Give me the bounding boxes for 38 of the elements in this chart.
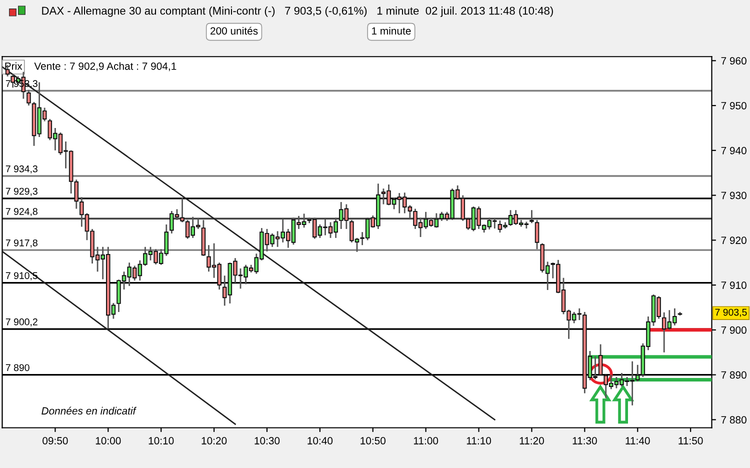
ref-line-label: 7 910,5 xyxy=(6,272,38,280)
y-tick-label: 7 880 xyxy=(721,416,746,424)
ref-line-label: 7 934,3 xyxy=(6,165,38,174)
x-tick-label: 11:40 xyxy=(626,437,650,444)
x-tick-label: 11:00 xyxy=(414,437,438,444)
x-tick-label: 10:10 xyxy=(148,437,174,444)
ref-line-label: 7 890 xyxy=(6,364,30,372)
chart-title: DAX - Allemagne 30 au comptant (Mini-contr (-) 7 903,5 (-0,61%) 1 minute 02 juil. 2013 11:48 (10:48) xyxy=(42,6,553,17)
y-tick-label: 7 940 xyxy=(721,146,746,154)
y-tick-label: 7 950 xyxy=(721,102,746,110)
text: 7 903,5 xyxy=(715,308,747,317)
ref-line-label: 7 917,8 xyxy=(6,239,38,248)
candlestick xyxy=(530,209,534,224)
x-tick-label: 11:20 xyxy=(520,437,544,444)
x-tick-label: 11:50 xyxy=(678,437,703,444)
candlestick xyxy=(534,219,540,250)
x-tick-label: 10:20 xyxy=(202,437,227,444)
x-tick-label: 11:10 xyxy=(466,437,492,444)
ref-line-label: 7 929,3 xyxy=(6,188,38,196)
x-tick-label: 10:50 xyxy=(360,437,386,444)
y-tick-label: 7 900 xyxy=(721,326,746,334)
y-tick-label: 7 960 xyxy=(721,57,746,65)
y-tick-label: 7 920 xyxy=(721,236,746,244)
y-tick-label: 7 930 xyxy=(721,192,746,200)
text: 1 minute xyxy=(372,26,411,35)
chart-subtitle: Vente : 7 902,9 Achat : 7 904,1 xyxy=(34,62,176,72)
x-tick-label: 10:30 xyxy=(254,437,280,444)
ref-line-label: 7 924,8 xyxy=(6,208,38,216)
text: 200 unités xyxy=(210,26,258,35)
annotation: Données en indicatif xyxy=(42,406,137,415)
candlestick xyxy=(26,89,31,106)
y-tick-label: 7 910 xyxy=(721,282,746,289)
ref-line-label: 7 900,2 xyxy=(6,318,38,326)
x-tick-label: 11:30 xyxy=(572,437,597,444)
y-tick-label: 7 890 xyxy=(721,371,746,379)
x-tick-label: 10:00 xyxy=(96,437,121,444)
x-tick-label: 09:50 xyxy=(42,437,68,444)
x-tick-label: 10:40 xyxy=(308,437,333,444)
